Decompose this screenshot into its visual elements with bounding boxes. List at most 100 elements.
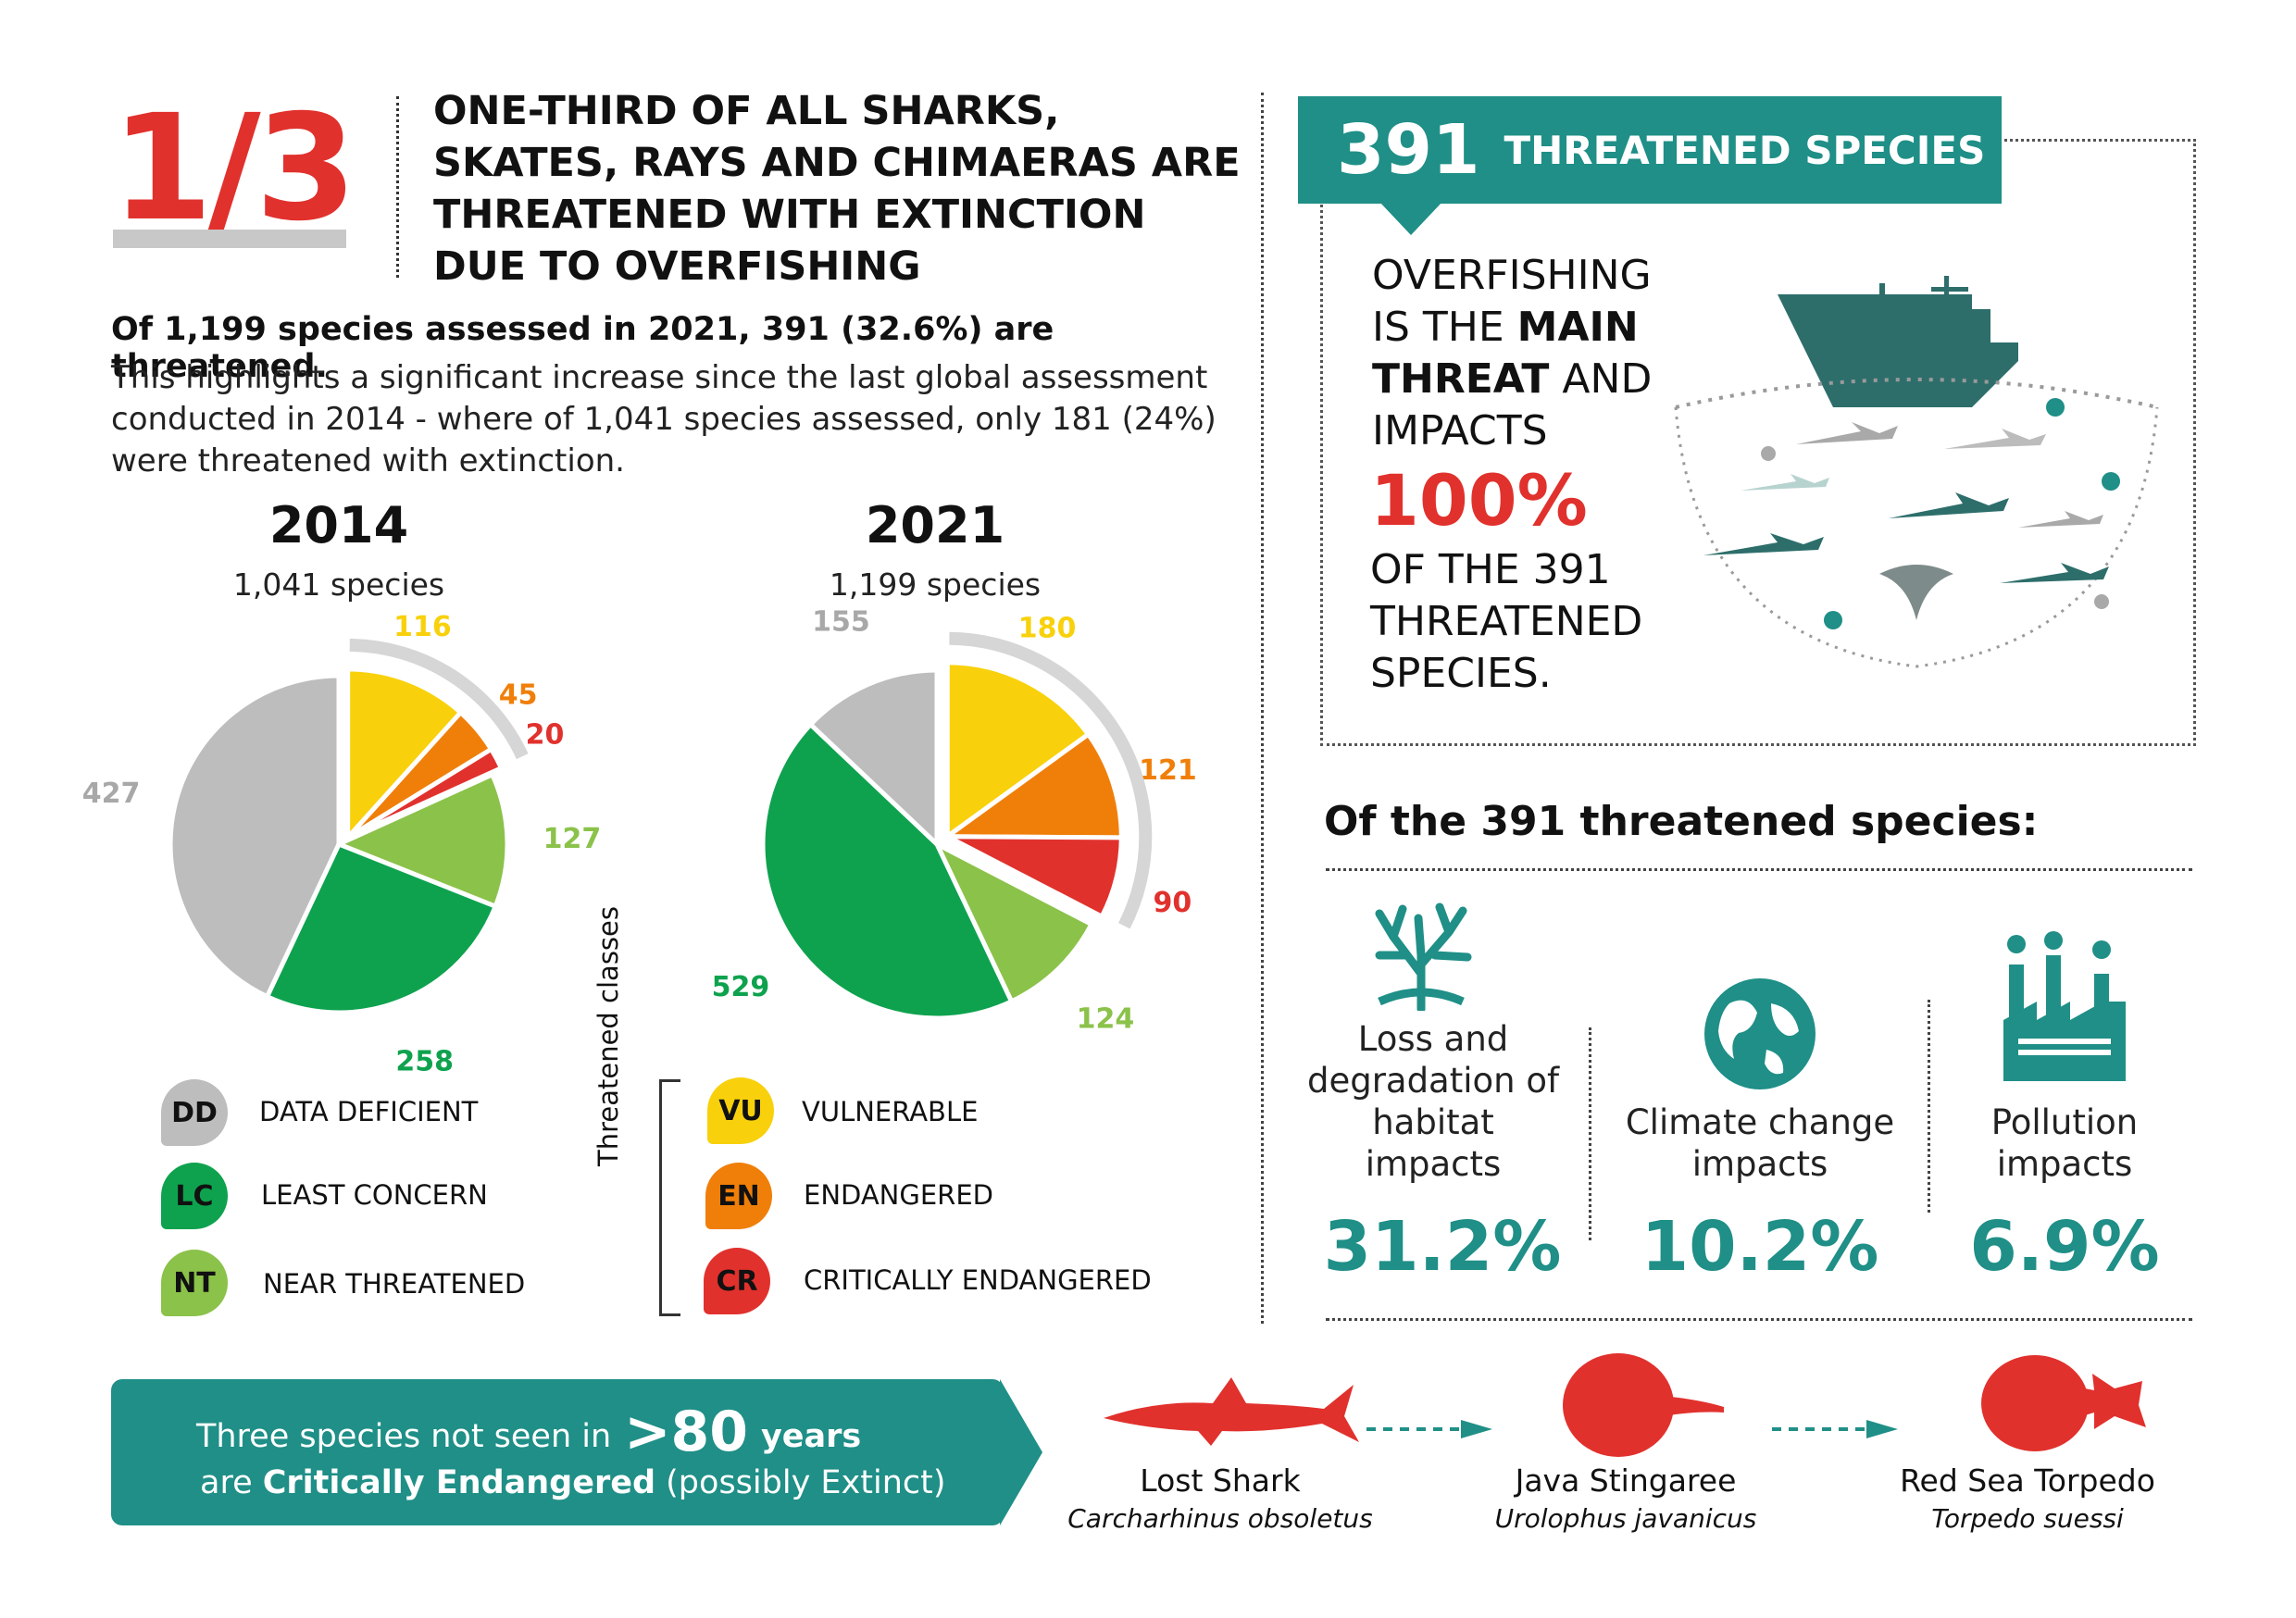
legend-dd-marker: DD — [161, 1079, 228, 1146]
threatened-count: 391 — [1337, 110, 1480, 190]
impact-climate-line: Climate change — [1625, 1102, 1895, 1142]
pie-2014-title: 2014 — [268, 496, 409, 554]
pie-2021-label-vu: 180 — [1018, 613, 1077, 645]
fraction-underline — [113, 230, 346, 248]
main-title-line: DUE TO OVERFISHING — [433, 243, 921, 290]
legend-lc-label: LEAST CONCERN — [261, 1179, 488, 1211]
banner-years-unit: years — [760, 1418, 862, 1455]
impacts-rule-top — [1326, 868, 2192, 871]
threatened-classes-bracket — [659, 1079, 680, 1316]
intro-body: This highlights a significant increase s… — [111, 359, 1217, 479]
banner-text: (possibly Extinct) — [655, 1464, 946, 1501]
impact-habitat-percent: 31.2% — [1323, 1207, 1562, 1287]
pie-2014-slice-dd — [168, 673, 342, 1001]
impact-habitat-line: Loss and — [1357, 1019, 1509, 1059]
impact-pollution-percent: 6.9% — [1969, 1207, 2160, 1287]
banner-line-2: are Critically Endangered (possibly Exti… — [200, 1464, 946, 1501]
main-title-line: SKATES, RAYS AND CHIMAERAS ARE — [433, 140, 1241, 186]
pie-2014-slice-nt — [332, 771, 510, 910]
overfishing-emphasis: MAIN — [1516, 304, 1639, 351]
overfishing-tail: OF THE 391 THREATENED SPECIES. — [1370, 544, 1703, 700]
overfishing-text: AND — [1549, 355, 1653, 403]
overfishing-emphasis: THREAT — [1372, 355, 1550, 403]
legend-en-label: ENDANGERED — [804, 1179, 993, 1211]
pie-2014-label-dd: 427 — [82, 778, 141, 810]
impact-pollution-line: Pollution — [1990, 1102, 2139, 1142]
globe-icon — [1704, 978, 1816, 1089]
impact-divider — [1589, 1027, 1591, 1240]
overfishing-line: IS THE MAIN — [1372, 302, 1705, 354]
main-title: ONE-THIRD OF ALL SHARKS, SKATES, RAYS AN… — [433, 85, 1241, 292]
species-name: Red Sea Torpedo — [1900, 1462, 2155, 1499]
legend-cr-marker: CR — [704, 1248, 770, 1314]
pie-2021-slice-dd — [807, 667, 940, 850]
coral-icon — [1375, 902, 1472, 1011]
impact-habitat-label: Loss and degradation of habitat impacts — [1304, 1018, 1563, 1185]
pie-2014-slice-lc — [264, 840, 499, 1015]
threatened-classes-label: Threatened classes — [593, 906, 624, 1166]
banner-line-1: Three species not seen in >80 years — [196, 1400, 861, 1464]
dashed-arrow-icon — [1366, 1420, 1492, 1438]
overfishing-line: SPECIES. — [1370, 650, 1552, 697]
main-title-line: ONE-THIRD OF ALL SHARKS, — [433, 88, 1060, 134]
species-scientific-name: Urolophus javanicus — [1494, 1503, 1757, 1534]
headline-fraction: 1/3 — [111, 83, 357, 254]
pie-2021-threatened-arc — [949, 631, 1153, 929]
pie-charts: 116 45 20 127 258 427 180 121 90 124 529 155 — [82, 605, 1197, 1074]
impact-divider — [1928, 1000, 1930, 1213]
dashed-arrow-icon — [1772, 1420, 1898, 1438]
legend-lc-marker: LC — [161, 1163, 228, 1229]
pie-2014-threatened-arc — [349, 638, 529, 760]
pie-2014-label-en: 45 — [499, 679, 538, 712]
impact-pollution-line: impacts — [1996, 1144, 2133, 1184]
impacts-rule-bottom — [1326, 1318, 2192, 1321]
pie-2014-label-lc: 258 — [395, 1045, 454, 1074]
overfishing-statement: OVERFISHING IS THE MAIN THREAT AND IMPAC… — [1372, 250, 1705, 457]
fish-school-icon — [1703, 398, 2120, 629]
overfishing-text: IS THE — [1372, 304, 1517, 351]
impact-climate-label: Climate change impacts — [1616, 1101, 1903, 1185]
pie-2021-slice-en — [940, 730, 1124, 840]
pie-2014-label-nt: 127 — [543, 823, 602, 855]
species-name: Lost Shark — [1140, 1462, 1301, 1499]
legend-en-marker: EN — [705, 1163, 772, 1229]
fishing-net-illustration — [1674, 276, 2159, 668]
legend-dd-label: DATA DEFICIENT — [259, 1096, 479, 1127]
legend-cr-label: CRITICALLY ENDANGERED — [804, 1264, 1152, 1296]
legend-vu-marker: VU — [707, 1077, 774, 1144]
threatened-species-banner: 391 THREATENED SPECIES — [1298, 96, 2002, 204]
pie-2021-label-en: 121 — [1139, 754, 1197, 787]
pie-2021-label-cr: 90 — [1153, 887, 1192, 919]
overfishing-line: OF THE 391 — [1370, 546, 1611, 593]
banner-arrow — [1000, 1379, 1042, 1525]
pie-2021-slice-cr — [946, 834, 1124, 920]
impacts-heading: Of the 391 threatened species: — [1324, 798, 2039, 845]
threatened-label: THREATENED SPECIES — [1504, 127, 1986, 173]
pie-2021-label-lc: 529 — [712, 971, 770, 1003]
banner-text: Three species not seen in — [196, 1418, 612, 1455]
impact-climate-line: impacts — [1691, 1144, 1828, 1184]
pie-2021-slice-lc — [760, 721, 1015, 1021]
intro-summary: Of 1,199 species assessed in 2021, 391 (… — [111, 311, 1054, 385]
shark-icon — [1104, 1377, 1359, 1446]
overfishing-line: IMPACTS — [1372, 407, 1548, 454]
banner-emphasis: Critically Endangered — [262, 1464, 656, 1501]
overfishing-percent: 100% — [1370, 459, 1588, 541]
banner-pointer — [1379, 202, 1442, 235]
pie-2021-subtitle: 1,199 species — [829, 566, 1042, 603]
impact-habitat-line: impacts — [1365, 1144, 1502, 1184]
pie-2014-label-vu: 116 — [393, 611, 452, 643]
species-name: Java Stingaree — [1515, 1462, 1737, 1499]
pie-2014-slice-cr — [346, 745, 505, 840]
banner-text: are — [200, 1464, 263, 1501]
species-scientific-name: Torpedo suessi — [1931, 1503, 2124, 1534]
impact-pollution-label: Pollution impacts — [1953, 1101, 2176, 1185]
species-scientific-name: Carcharhinus obsoletus — [1067, 1503, 1373, 1534]
pie-2021-slice-nt — [931, 839, 1095, 1005]
legend-nt-marker: NT — [161, 1250, 228, 1316]
pie-2014-slice-vu — [345, 666, 465, 844]
impact-climate-percent: 10.2% — [1641, 1207, 1879, 1287]
banner-years-number: >80 — [624, 1400, 748, 1464]
overfishing-line: THREAT AND — [1372, 354, 1705, 405]
column-divider — [1261, 93, 1264, 1324]
